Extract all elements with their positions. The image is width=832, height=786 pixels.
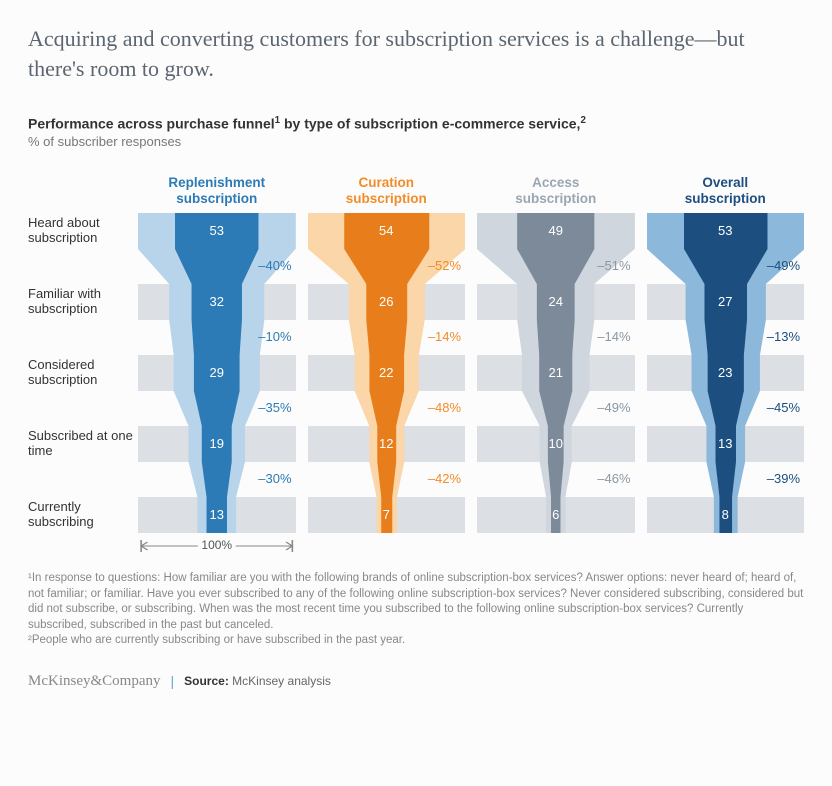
funnel-value: 53 — [197, 223, 237, 238]
funnel-value: 24 — [536, 294, 576, 309]
funnel-drop: –10% — [258, 329, 291, 344]
stage-label: Familiar with subscription — [28, 284, 138, 320]
funnel-value: 32 — [197, 294, 237, 309]
funnel-value: 27 — [705, 294, 745, 309]
funnel-value: 53 — [705, 223, 745, 238]
funnel-drop: –14% — [428, 329, 461, 344]
funnel-value: 26 — [366, 294, 406, 309]
funnel-column: Replenishmentsubscription 53 32 29 19 13 –40% –… — [138, 167, 296, 533]
funnel-column: Overallsubscription 53 27 23 13 8 –49% –13% –45%… — [647, 167, 805, 533]
funnel-body: 54 26 22 12 7 –52% –14% –48% –42% — [308, 213, 466, 533]
funnel-value: 6 — [536, 507, 576, 522]
stage-labels: Heard about subscription Familiar with su… — [28, 167, 138, 533]
funnel-value: 22 — [366, 365, 406, 380]
funnels-container: Replenishmentsubscription 53 32 29 19 13 –40% –… — [138, 167, 804, 533]
funnel-drop: –14% — [597, 329, 630, 344]
funnel-value: 54 — [366, 223, 406, 238]
funnel-value: 7 — [366, 507, 406, 522]
stage-label: Currently subscribing — [28, 497, 138, 533]
funnel-header: Curationsubscription — [308, 167, 466, 207]
footnote-2: ²People who are currently subscribing or… — [28, 633, 804, 649]
funnel-header: Overallsubscription — [647, 167, 805, 207]
funnel-column: Curationsubscription 54 26 22 12 7 –52% –14% –48… — [308, 167, 466, 533]
funnel-drop: –30% — [258, 471, 291, 486]
funnel-body: 49 24 21 10 6 –51% –14% –49% –46% — [477, 213, 635, 533]
funnel-drop: –40% — [258, 258, 291, 273]
stage-label: Heard about subscription — [28, 213, 138, 249]
chart-subtitle-note: % of subscriber responses — [28, 134, 804, 149]
funnel-drop: –49% — [767, 258, 800, 273]
funnel-drop: –51% — [597, 258, 630, 273]
funnel-value: 8 — [705, 507, 745, 522]
footnote-1: ¹In response to questions: How familiar … — [28, 571, 804, 633]
page-title: Acquiring and converting customers for s… — [28, 24, 804, 83]
funnel-drop: –46% — [597, 471, 630, 486]
funnel-body: 5332291913–40%–10%–35%–30%100% — [138, 213, 296, 533]
company-name: McKinsey&Company — [28, 673, 161, 690]
stage-label: Considered subscription — [28, 355, 138, 391]
funnel-drop: –45% — [767, 400, 800, 415]
funnel-value: 13 — [705, 436, 745, 451]
funnel-drop: –48% — [428, 400, 461, 415]
funnel-value: 29 — [197, 365, 237, 380]
funnel-body: 53 27 23 13 8 –49% –13% –45% –39% — [647, 213, 805, 533]
funnel-drop: –39% — [767, 471, 800, 486]
funnel-drop: –35% — [258, 400, 291, 415]
footnotes: ¹In response to questions: How familiar … — [28, 571, 804, 649]
funnel-value: 21 — [536, 365, 576, 380]
funnel-header: Replenishmentsubscription — [138, 167, 296, 207]
funnel-value: 10 — [536, 436, 576, 451]
source-text: McKinsey analysis — [232, 674, 331, 688]
scale-indicator: 100% — [138, 537, 296, 558]
funnel-drop: –49% — [597, 400, 630, 415]
footer-separator: | — [171, 673, 175, 689]
funnel-drop: –42% — [428, 471, 461, 486]
funnel-header: Accesssubscription — [477, 167, 635, 207]
funnel-value: 12 — [366, 436, 406, 451]
footer: McKinsey&Company | Source: McKinsey anal… — [28, 673, 804, 690]
chart-subtitle: Performance across purchase funnel1 by t… — [28, 115, 804, 132]
funnel-value: 49 — [536, 223, 576, 238]
chart-area: Heard about subscription Familiar with su… — [28, 167, 804, 533]
funnel-value: 23 — [705, 365, 745, 380]
funnel-drop: –52% — [428, 258, 461, 273]
stage-label: Subscribed at one time — [28, 426, 138, 462]
funnel-value: 13 — [197, 507, 237, 522]
funnel-column: Accesssubscription 49 24 21 10 6 –51% –14% –49% –… — [477, 167, 635, 533]
source-label: Source: — [184, 674, 229, 688]
funnel-drop: –13% — [767, 329, 800, 344]
funnel-value: 19 — [197, 436, 237, 451]
